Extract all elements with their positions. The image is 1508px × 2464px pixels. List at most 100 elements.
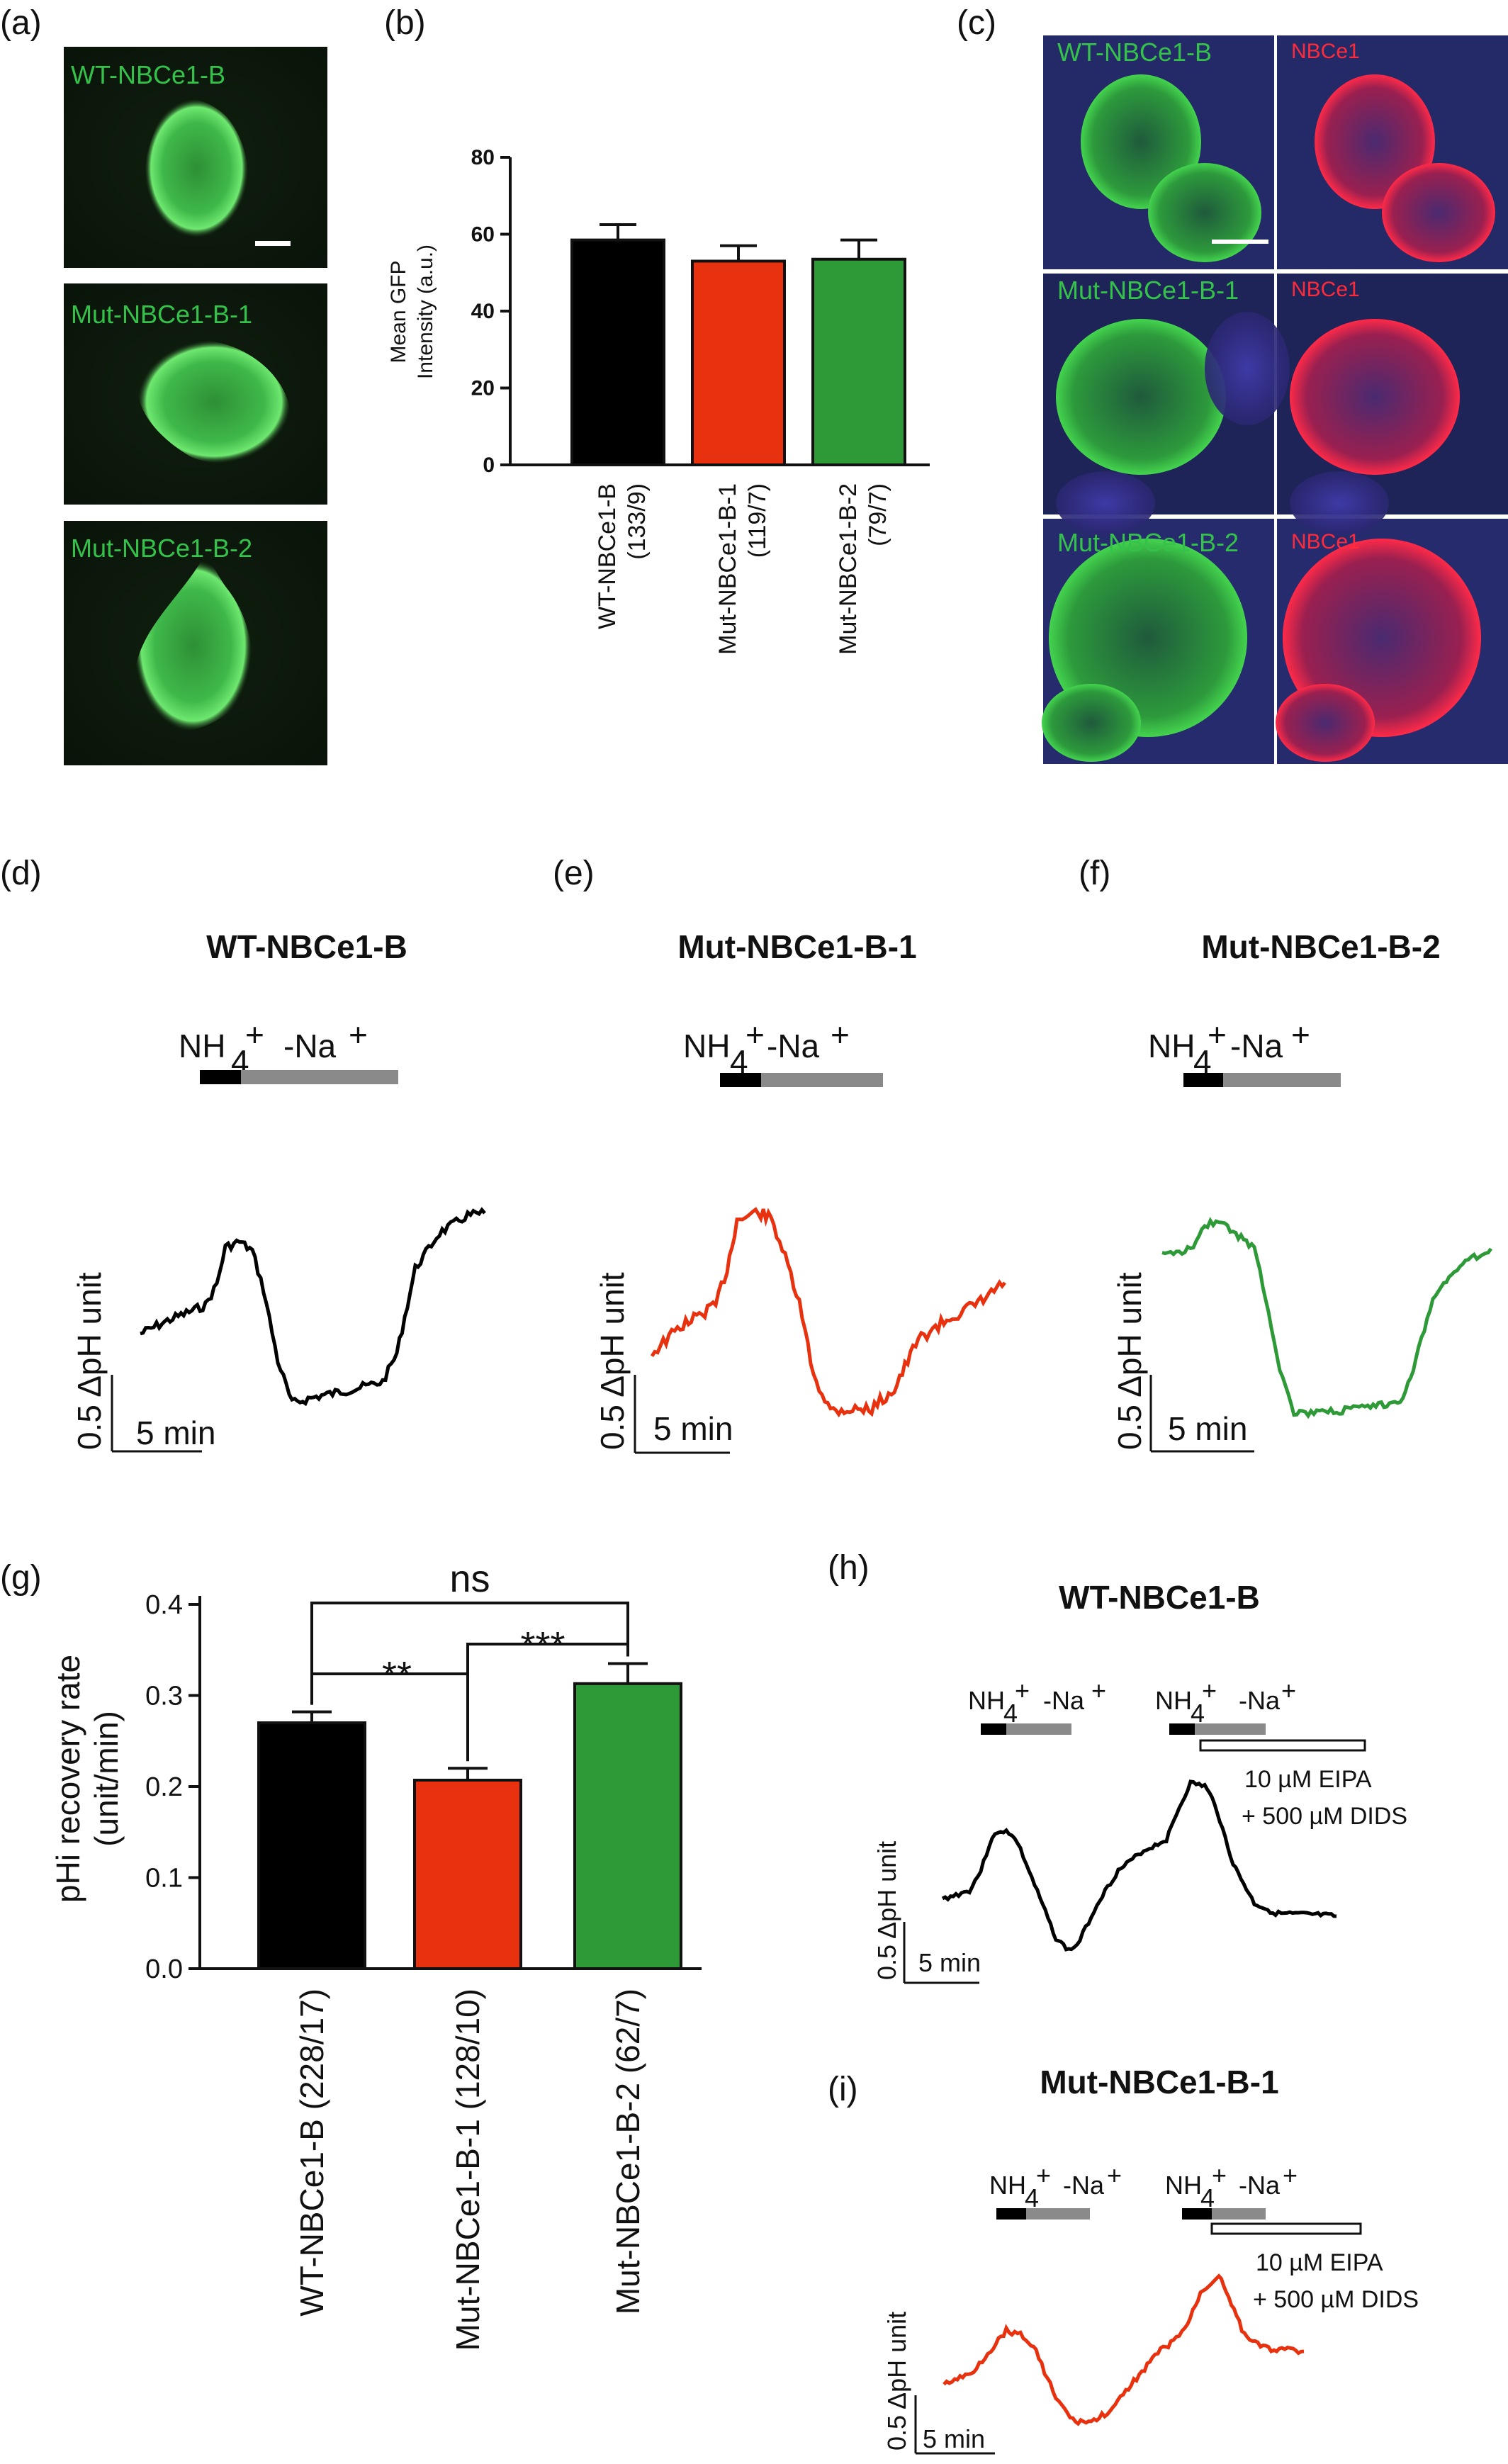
trace-title: Mut-NBCe1-B-1 bbox=[677, 928, 916, 965]
confocal-green-label: WT-NBCe1-B bbox=[1057, 38, 1212, 67]
na-sup: + bbox=[1091, 1676, 1106, 1705]
nh4-bar bbox=[1182, 2208, 1212, 2220]
na-label: -Na bbox=[1239, 2171, 1281, 2200]
scale-bar: 0.5 ΔpH unit 5 min bbox=[71, 1272, 215, 1453]
significance-bracket bbox=[466, 1643, 629, 1674]
nh-label: NH bbox=[1148, 1028, 1195, 1064]
panel-letter-d: (d) bbox=[0, 855, 42, 892]
drug-bar bbox=[1210, 2222, 1362, 2235]
na-label: -Na bbox=[1230, 1028, 1283, 1064]
nh-sub: 4 bbox=[1200, 2183, 1215, 2212]
y-axis-label-line1: Mean GFP bbox=[387, 260, 410, 363]
confocal-red-label: NBCe1 bbox=[1291, 530, 1360, 553]
trace-panel-f: Mut-NBCe1-B-2 NH 4 + -Na + 0.5 ΔpH unit … bbox=[1111, 928, 1493, 1453]
na-label: -Na bbox=[767, 1028, 820, 1064]
micrograph-a1: WT-NBCe1-B bbox=[64, 47, 327, 268]
nh-sub: 4 bbox=[1025, 2183, 1039, 2212]
nucleus bbox=[1205, 312, 1290, 425]
y-tick-label: 0.4 bbox=[145, 1590, 183, 1620]
na-free-bar bbox=[1212, 2208, 1266, 2220]
panel-letter-h: (h) bbox=[828, 1549, 870, 1587]
significance-label: *** bbox=[520, 1624, 565, 1667]
significance-bracket bbox=[310, 1672, 469, 1762]
green-cell bbox=[1042, 684, 1141, 762]
scale-bar: 0.5 ΔpH unit 5 min bbox=[872, 1841, 981, 1984]
trace-line bbox=[942, 2273, 1305, 2426]
panel-letter-b: (b) bbox=[384, 4, 426, 42]
trace-panel-d: WT-NBCe1-B NH 4 + -Na + 0.5 ΔpH unit 5 m… bbox=[71, 928, 486, 1453]
na-free-bar bbox=[241, 1070, 398, 1084]
drug-label-line1: 10 µM EIPA bbox=[1256, 2249, 1383, 2276]
x-category-label: Mut-NBCe1-B-2 (62/7) bbox=[609, 1988, 646, 2314]
nh-sup: + bbox=[245, 1016, 264, 1053]
drug-bar bbox=[1199, 1739, 1366, 1752]
x-category-label: Mut-NBCe1-B-2 bbox=[835, 483, 862, 655]
ion-label: NH 4 + -Na + bbox=[1155, 1676, 1296, 1728]
confocal-grid: WT-NBCe1-B NBCe1 Mut-NBCe1-B-1 NBCe1 Mut… bbox=[1042, 35, 1508, 764]
trace-title: Mut-NBCe1-B-2 bbox=[1201, 928, 1440, 965]
x-category-label: WT-NBCe1-B bbox=[594, 483, 621, 629]
trace-title: Mut-NBCe1-B-1 bbox=[1040, 2064, 1278, 2100]
recovery-rate-chart: pHi recovery rate (unit/min) 0.0 0.1 0.2 0.… bbox=[50, 1558, 702, 2351]
bar bbox=[570, 238, 665, 466]
bar bbox=[257, 1721, 366, 1971]
nh4-bar bbox=[720, 1073, 761, 1087]
gfp-intensity-chart: Mean GFP Intensity (a.u.) 0 20 40 60 80 WT-N… bbox=[387, 146, 930, 655]
nh-sub: 4 bbox=[1003, 1699, 1018, 1728]
ion-label: NH 4 + -Na + bbox=[968, 1676, 1106, 1728]
ion-label: NH 4 + -Na + bbox=[1148, 1016, 1310, 1080]
na-sup: + bbox=[1291, 1016, 1310, 1053]
drug-label-line1: 10 µM EIPA bbox=[1244, 1766, 1372, 1793]
nh-label: NH bbox=[179, 1028, 225, 1064]
nh-label: NH bbox=[968, 1686, 1005, 1715]
y-axis-label-line1: pHi recovery rate bbox=[50, 1655, 86, 1903]
red-cell bbox=[1290, 319, 1460, 475]
micrograph-label: Mut-NBCe1-B-1 bbox=[71, 300, 252, 329]
x-category-label: Mut-NBCe1-B-1 bbox=[714, 483, 741, 655]
panel-letter-g: (g) bbox=[0, 1559, 42, 1597]
scale-time-label: 5 min bbox=[136, 1414, 215, 1451]
micrograph-a3: Mut-NBCe1-B-2 bbox=[64, 521, 327, 765]
nh-label: NH bbox=[1165, 2171, 1202, 2200]
nh-sup: + bbox=[1208, 1016, 1227, 1053]
red-cell bbox=[1382, 163, 1495, 262]
trace-line bbox=[1161, 1217, 1493, 1419]
green-cell bbox=[1056, 319, 1226, 475]
ion-label: NH 4 + -Na + bbox=[683, 1016, 850, 1080]
trace-line bbox=[941, 1779, 1337, 1952]
trace-title: WT-NBCe1-B bbox=[206, 928, 407, 965]
trace-panel-h: WT-NBCe1-B NH 4 + -Na + NH 4 + -Na + 10 … bbox=[872, 1579, 1407, 1984]
y-axis-label-line2: (unit/min) bbox=[88, 1711, 125, 1847]
scale-bar bbox=[255, 241, 291, 246]
significance-label: ** bbox=[382, 1654, 412, 1697]
gfp-cell bbox=[137, 340, 291, 464]
red-cell bbox=[1276, 684, 1375, 762]
na-free-bar bbox=[1195, 1723, 1266, 1735]
na-label: -Na bbox=[283, 1028, 337, 1064]
x-category-count: (119/7) bbox=[744, 483, 771, 558]
micrograph-label: WT-NBCe1-B bbox=[71, 60, 225, 89]
nucleus bbox=[1056, 471, 1155, 535]
nh4-bar bbox=[1169, 1723, 1195, 1735]
na-sup: + bbox=[349, 1016, 368, 1053]
y-tick-label: 0.2 bbox=[145, 1772, 183, 1802]
nh-sup: + bbox=[745, 1016, 765, 1053]
scale-bar: 0.5 ΔpH unit 5 min bbox=[882, 2312, 995, 2455]
ion-label: NH 4 + -Na + bbox=[179, 1016, 368, 1080]
y-tick-label: 40 bbox=[471, 300, 495, 323]
ion-label: NH 4 + -Na + bbox=[1165, 2161, 1298, 2212]
panel-letter-f: (f) bbox=[1079, 855, 1110, 892]
panel-letter-e: (e) bbox=[553, 855, 595, 892]
scale-time-label: 5 min bbox=[653, 1410, 733, 1447]
y-tick-label: 0.3 bbox=[145, 1682, 183, 1711]
scale-time-label: 5 min bbox=[923, 2424, 985, 2453]
x-category-label: Mut-NBCe1-B-1 (128/10) bbox=[449, 1988, 486, 2351]
y-tick-label: 80 bbox=[471, 146, 495, 169]
nh-label: NH bbox=[989, 2171, 1026, 2200]
scale-ph-label: 0.5 ΔpH unit bbox=[872, 1841, 901, 1980]
nh-sup: + bbox=[1015, 1676, 1030, 1705]
x-category-count: (133/9) bbox=[624, 483, 651, 560]
na-label: -Na bbox=[1063, 2171, 1105, 2200]
nh-label: NH bbox=[683, 1028, 730, 1064]
